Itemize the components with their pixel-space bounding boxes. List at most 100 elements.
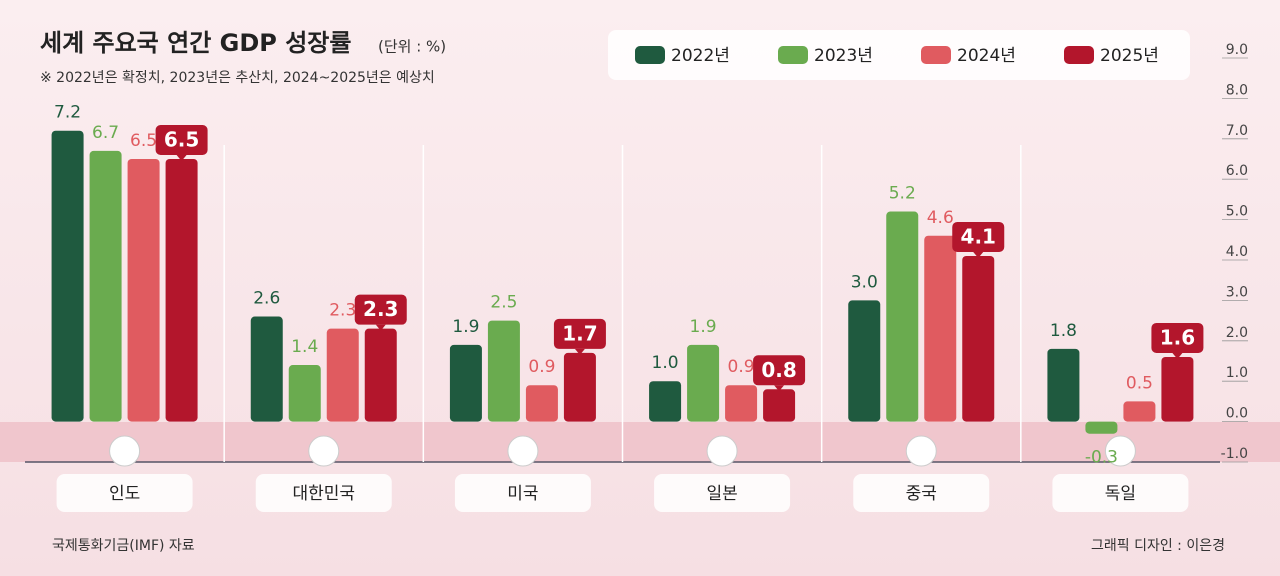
callout-tip [774, 385, 785, 392]
value-label: 0.8 [761, 358, 796, 382]
bar [487, 320, 520, 422]
category-pill [1052, 474, 1189, 512]
unit: (단위 : %) [378, 38, 446, 56]
label-callout [1151, 322, 1204, 353]
value-label: 1.4 [291, 337, 318, 357]
bar [848, 300, 881, 422]
y-tick-label: 0.0 [1226, 406, 1248, 422]
y-tick-label: 2.0 [1226, 325, 1248, 341]
value-label: 1.6 [1160, 325, 1195, 349]
flag [905, 435, 937, 467]
bar [449, 344, 482, 422]
bar [1047, 348, 1080, 422]
bar [250, 316, 283, 422]
x-tick-label: 독일 [1105, 484, 1136, 504]
callout-tip [176, 155, 187, 161]
value-label: 2.3 [329, 301, 356, 321]
label-callout [553, 318, 606, 349]
bar [1123, 401, 1156, 422]
bar [165, 159, 198, 422]
callout-tip [574, 348, 585, 355]
legend-box [608, 30, 1190, 80]
legend-label: 2023년 [814, 46, 873, 66]
legend-swatch [635, 46, 665, 64]
bar [326, 328, 359, 422]
legend-label: 2024년 [957, 46, 1016, 66]
value-label: 0.5 [1126, 373, 1153, 393]
bar [763, 389, 796, 422]
value-label: 1.9 [452, 317, 479, 337]
x-tick-label: 미국 [507, 484, 538, 504]
credit: 그래픽 디자인 : 이은경 [1091, 538, 1225, 554]
bar [563, 352, 596, 422]
value-label: 5.2 [889, 184, 916, 204]
category-pill [853, 474, 990, 512]
source: 국제통화기금(IMF) 자료 [52, 538, 195, 554]
y-tick-label: 1.0 [1226, 365, 1248, 381]
x-tick-label: 일본 [706, 484, 737, 504]
legend-label: 2022년 [671, 46, 730, 66]
label-callout [354, 294, 407, 325]
value-label: 6.7 [92, 123, 119, 143]
value-label: 0.9 [728, 357, 755, 377]
bar [1161, 356, 1194, 422]
bar [127, 159, 160, 422]
value-label: 6.5 [130, 131, 157, 151]
bar [725, 385, 758, 422]
flag [706, 435, 738, 467]
bar [962, 255, 995, 422]
label-callout [155, 125, 208, 155]
flag [308, 435, 340, 467]
value-label: 2.5 [490, 293, 517, 313]
value-label: 2.6 [253, 289, 280, 309]
y-tick-label: -1.0 [1221, 446, 1248, 462]
y-tick-label: 8.0 [1226, 82, 1248, 98]
legend-swatch [921, 46, 951, 64]
y-tick-label: 4.0 [1226, 244, 1248, 260]
value-label: 6.5 [164, 128, 199, 152]
y-tick-label: 7.0 [1226, 123, 1248, 139]
category-pill [56, 474, 193, 512]
value-label: 4.1 [961, 224, 996, 248]
category-pill [454, 474, 591, 512]
bar [687, 344, 720, 422]
y-tick-label: 9.0 [1226, 42, 1248, 58]
legend-swatch [778, 46, 808, 64]
x-tick-label: 인도 [109, 484, 140, 504]
callout-tip [973, 251, 984, 258]
value-label: 1.7 [562, 321, 597, 345]
category-pill [654, 474, 791, 512]
value-label: 1.9 [690, 317, 717, 337]
bar [288, 365, 321, 422]
value-label: 3.0 [851, 272, 878, 292]
x-tick-label: 중국 [906, 484, 937, 504]
flag [109, 435, 141, 467]
value-label: 1.8 [1050, 321, 1077, 341]
bar [1085, 421, 1118, 434]
value-label: 2.3 [363, 297, 398, 321]
legend-swatch [1064, 46, 1094, 64]
chart-title: 세계 주요국 연간 GDP 성장률 [40, 29, 351, 57]
y-tick-label: 3.0 [1226, 284, 1248, 300]
bar [886, 211, 919, 422]
value-label: 7.2 [54, 103, 81, 123]
bar [364, 328, 397, 422]
subtitle: ※ 2022년은 확정치, 2023년은 추산치, 2024~2025년은 예상… [40, 70, 435, 86]
bar [924, 235, 957, 422]
value-label: 0.9 [528, 357, 555, 377]
bar [649, 381, 682, 422]
legend-label: 2025년 [1100, 46, 1159, 66]
y-tick-label: 5.0 [1226, 204, 1248, 220]
floor-band [0, 422, 1280, 462]
bar [525, 385, 558, 422]
callout-tip [1172, 352, 1183, 359]
callout-tip [375, 324, 386, 331]
flag [507, 435, 539, 467]
bar [89, 150, 122, 422]
value-label: 4.6 [927, 208, 954, 228]
label-callout [753, 355, 806, 386]
value-label: -0.3 [1085, 448, 1118, 468]
category-pill [255, 474, 392, 512]
label-callout [952, 221, 1005, 252]
